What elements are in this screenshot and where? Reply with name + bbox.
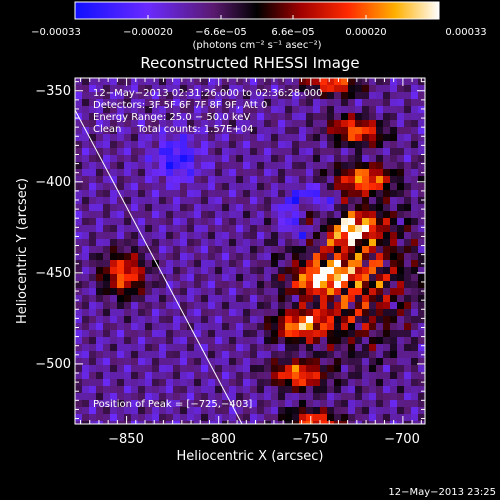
colorbar-ticks (74, 15, 440, 19)
plot-frame (74, 77, 426, 425)
x-tick-label-2: −800 (200, 432, 236, 447)
x-tick-label-3: −750 (292, 432, 328, 447)
x-tick-label-4: −700 (384, 432, 420, 447)
colorbar-tick-2: −0.00020 (123, 27, 173, 38)
y-tick-label-1: −350 (35, 84, 71, 99)
timestamp: 12−May−2013 23:25 (388, 487, 496, 498)
info-line-detectors: Detectors: 3F 5F 6F 7F 8F 9F, Att 0 (93, 100, 267, 111)
colorbar (74, 1, 440, 20)
x-axis-label: Heliocentric X (arcsec) (177, 449, 324, 464)
peak-position-label: Position of Peak = [−725,−403] (93, 399, 252, 410)
colorbar-tick-4: 6.6e−05 (271, 27, 314, 38)
info-line-time: 12−May−2013 02:31:26.000 to 02:36:28.000 (93, 88, 323, 99)
colorbar-tick-1: −0.00033 (31, 27, 81, 38)
solar-limb (74, 109, 243, 425)
y-tick-label-4: −500 (35, 357, 71, 372)
y-axis-label: Heliocentric Y (arcsec) (15, 178, 30, 324)
rhessi-image (75, 78, 425, 424)
colorbar-tick-6: 0.00033 (445, 27, 486, 38)
info-line-energy: Energy Range: 25.0 − 50.0 keV (93, 112, 250, 123)
y-tick-label-2: −400 (35, 175, 71, 190)
colorbar-tick-3: −6.6e−05 (195, 27, 247, 38)
plot-title: Reconstructed RHESSI Image (140, 54, 359, 72)
y-tick-label-3: −450 (35, 266, 71, 281)
colorbar-unit-label: (photons cm⁻² s⁻¹ asec⁻²) (192, 40, 321, 51)
x-tick-label-1: −850 (108, 432, 144, 447)
colorbar-tick-5: 0.00020 (345, 27, 386, 38)
axis-ticks (75, 78, 425, 424)
info-line-clean: Clean Total counts: 1.57E+04 (93, 124, 253, 135)
